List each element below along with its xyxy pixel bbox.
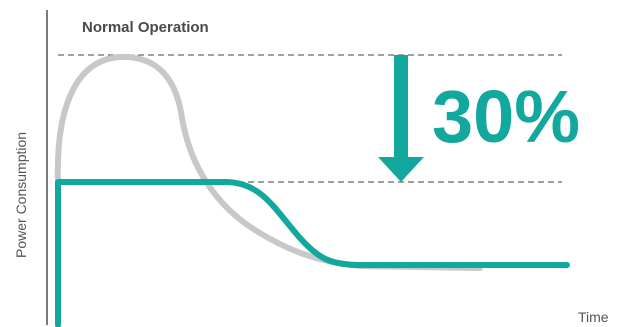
reduction-annotation: 30%: [432, 75, 580, 158]
chart-title: Normal Operation: [82, 19, 209, 36]
y-axis-label: Power Consumption: [13, 132, 29, 258]
normal-operation-curve: [54, 53, 483, 271]
arrow-shaft: [394, 55, 408, 161]
reduced-operation-curve: [55, 179, 570, 327]
arrow-head: [378, 157, 424, 182]
x-axis-label: Time: [578, 309, 609, 325]
